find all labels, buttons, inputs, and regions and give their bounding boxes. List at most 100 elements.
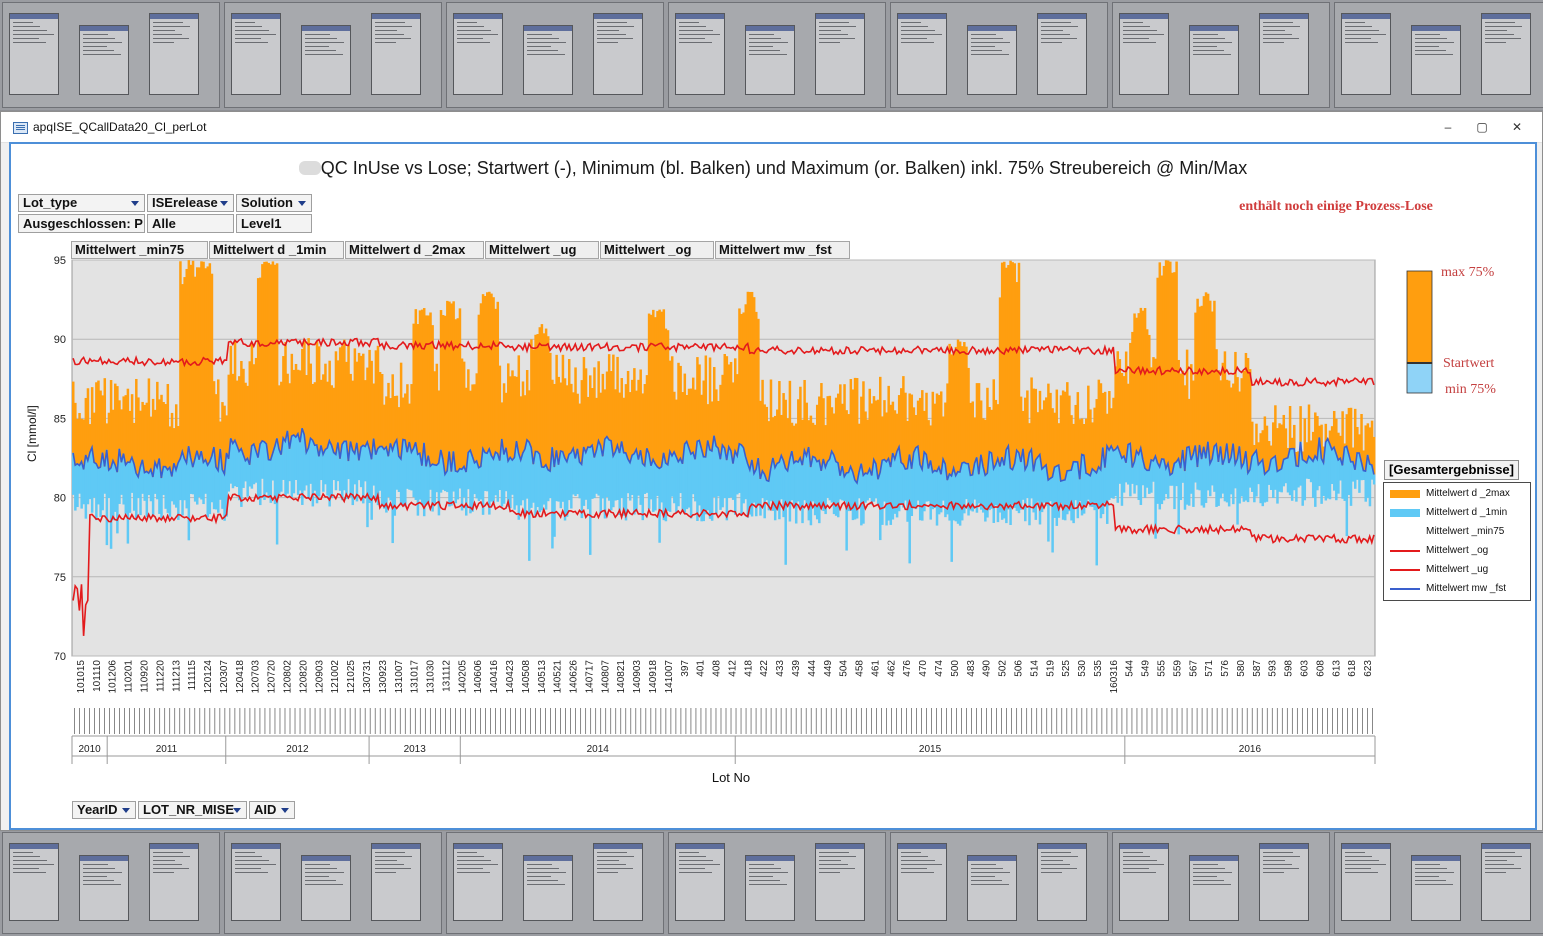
min-bar — [179, 458, 182, 501]
background-table-line — [901, 868, 927, 869]
max-bar — [1047, 383, 1050, 481]
min-bar — [900, 462, 903, 505]
max-bar — [1372, 436, 1376, 475]
max-bar — [998, 297, 1002, 467]
background-table-line — [1263, 864, 1292, 865]
max-bar — [399, 362, 403, 459]
max-bar — [483, 295, 487, 453]
max-bar — [326, 381, 329, 448]
series-button-2max[interactable]: Mittelwert d _2max — [345, 241, 484, 259]
max-bar — [1288, 406, 1292, 449]
max-bar — [1000, 262, 1004, 458]
x-tick-label: 397 — [680, 660, 691, 677]
min-bar — [336, 442, 340, 482]
series-button-ug[interactable]: Mittelwert _ug — [485, 241, 599, 259]
max-bar — [391, 374, 394, 451]
background-table-line — [13, 38, 39, 39]
min-bar — [1360, 461, 1363, 481]
background-table-line — [1485, 860, 1507, 861]
series-button-fst[interactable]: Mittelwert mw _fst — [715, 241, 850, 259]
background-table-line — [597, 30, 619, 31]
background-table-header — [232, 844, 280, 849]
series-button-1min[interactable]: Mittelwert d _1min — [209, 241, 344, 259]
min-bar — [715, 445, 718, 515]
min-bar — [500, 439, 504, 507]
row-field-yearid-button[interactable]: YearID — [72, 801, 136, 819]
og-series-line — [72, 337, 1375, 388]
min-bar — [135, 473, 138, 519]
max-bar — [1162, 265, 1166, 460]
background-table-line — [457, 34, 498, 35]
x-tick-label: 140903 — [632, 660, 643, 694]
min-bar — [187, 446, 191, 541]
max-bar — [683, 373, 687, 445]
background-table-line — [1485, 42, 1506, 43]
min-bar — [221, 469, 224, 509]
max-bar — [139, 410, 142, 467]
min-bar — [731, 463, 735, 500]
min-bar — [879, 472, 882, 541]
background-table-line — [1193, 880, 1224, 881]
background-table-line — [1193, 876, 1217, 877]
x-tick-label: 101110 — [92, 660, 103, 692]
min-bar — [153, 462, 157, 494]
background-table-line — [597, 856, 634, 857]
minimize-button[interactable]: – — [1444, 120, 1452, 134]
min-bar — [446, 471, 449, 493]
series-button-min75[interactable]: Mittelwert _min75 — [71, 241, 208, 259]
series-button-og[interactable]: Mittelwert _og — [600, 241, 714, 259]
min-bar — [1196, 467, 1199, 490]
max-bar — [458, 308, 462, 469]
legend-title[interactable]: [Gesamtergebnisse] — [1384, 460, 1519, 480]
max-bar — [1328, 430, 1332, 445]
max-bar — [250, 342, 254, 446]
min-bar — [574, 458, 577, 497]
min-bar — [658, 468, 661, 543]
background-table-header — [816, 844, 864, 849]
filter-solution-button[interactable]: Solution — [236, 194, 312, 212]
close-button[interactable]: ✕ — [1511, 120, 1523, 134]
min-bar — [307, 447, 310, 500]
min-bar — [1095, 472, 1098, 566]
min-bar — [1097, 466, 1101, 507]
background-table-line — [819, 30, 841, 31]
min-bar — [393, 443, 397, 516]
background-table-line — [597, 42, 618, 43]
min-bar — [845, 473, 848, 551]
max-bar — [1116, 351, 1120, 447]
min-bar — [790, 451, 794, 501]
row-field-lotnr-button[interactable]: LOT_NR_MISE — [138, 801, 247, 819]
min-bar — [1177, 458, 1180, 535]
max-bar — [1034, 388, 1038, 460]
window-titlebar[interactable]: apqISE_QCallData20_Cl_perLot – ▢ ✕ — [1, 112, 1542, 143]
filter-lot-type-button[interactable]: Lot_type — [18, 194, 145, 212]
min-bar — [263, 441, 266, 500]
min-bar — [105, 449, 109, 546]
x-tick-label: 412 — [727, 660, 738, 677]
background-table-line — [1193, 38, 1225, 39]
max-bar — [1198, 306, 1201, 446]
min-bar — [488, 448, 491, 515]
max-bar — [330, 385, 333, 446]
max-bar — [710, 401, 714, 452]
min-bar — [1335, 453, 1338, 501]
background-table-line — [1485, 864, 1514, 865]
maximize-button[interactable]: ▢ — [1476, 120, 1488, 134]
filter-iserelease-button[interactable]: ISErelease — [147, 194, 234, 212]
x-tick-label: 418 — [743, 660, 754, 677]
min-bar — [1370, 465, 1374, 480]
min-bar — [618, 453, 621, 516]
max-bar — [450, 303, 453, 472]
x-tick-label: 140521 — [553, 660, 564, 694]
min-bar — [109, 467, 113, 549]
min-bar — [1349, 461, 1353, 506]
max-bar — [912, 407, 916, 453]
min-bar — [517, 453, 521, 520]
background-table-header — [302, 856, 350, 861]
background-table-line — [1123, 30, 1157, 31]
min-bar — [1118, 452, 1122, 484]
min-bar — [1251, 456, 1254, 492]
max-bar — [143, 404, 146, 473]
min-bar — [502, 454, 506, 504]
row-field-aid-button[interactable]: AID — [249, 801, 295, 819]
